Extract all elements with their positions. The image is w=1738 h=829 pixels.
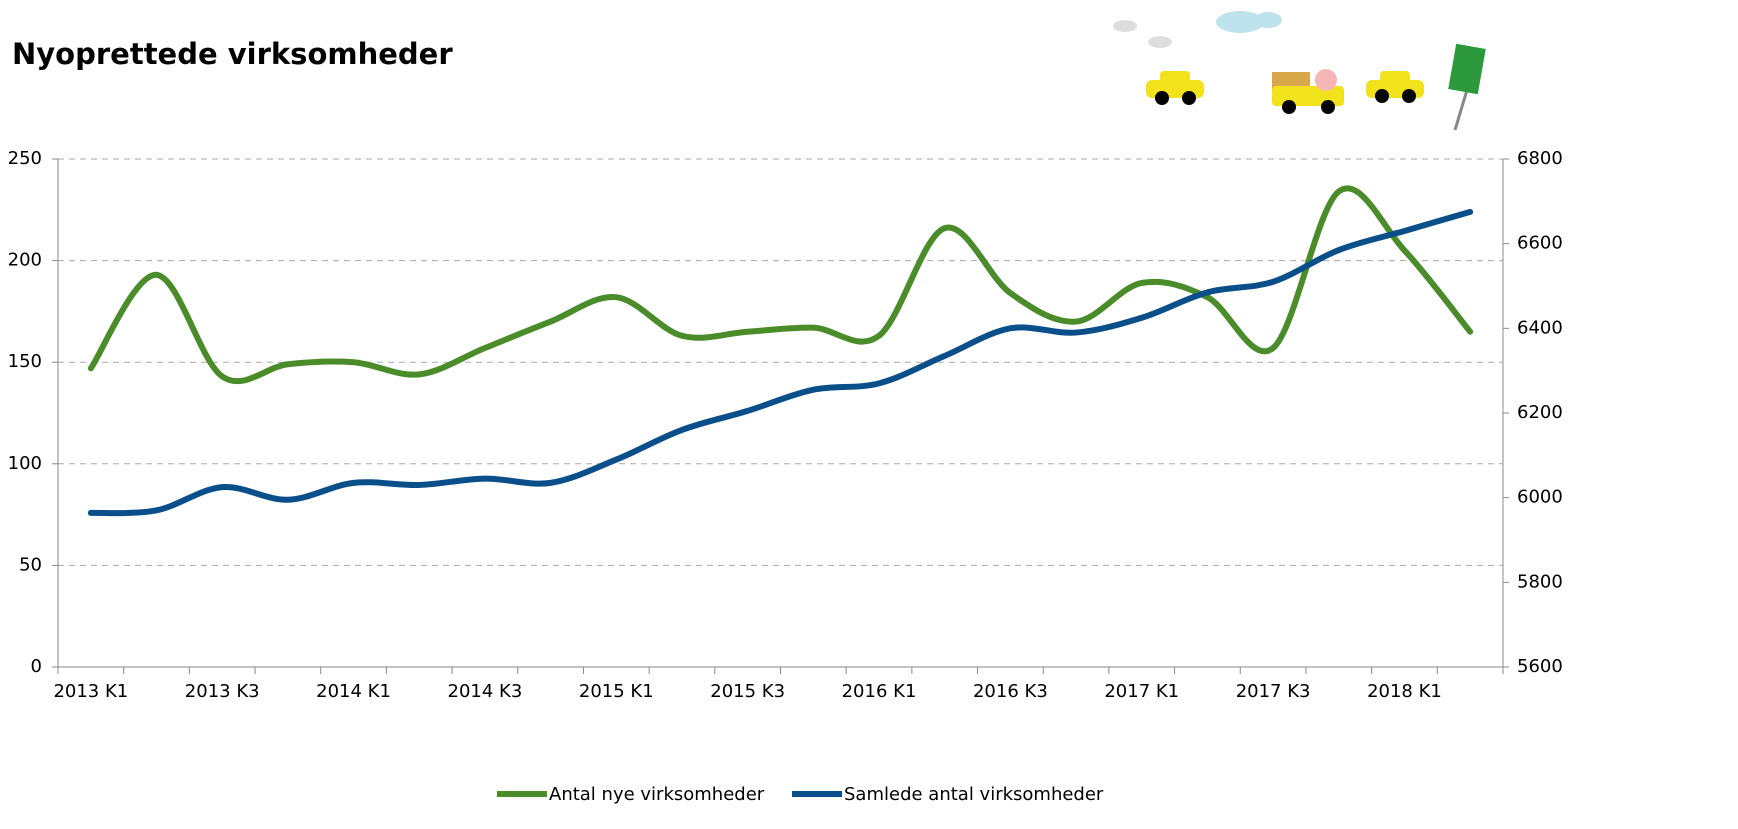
y-tick-label: 0 xyxy=(31,656,42,677)
y-tick-label: 250 xyxy=(8,148,42,169)
decoration xyxy=(1113,11,1486,131)
x-tick-label: 2015 K1 xyxy=(579,681,654,702)
series-line xyxy=(87,185,1474,385)
x-tick-label: 2016 K1 xyxy=(842,681,917,702)
x-tick-label: 2013 K3 xyxy=(185,681,260,702)
y2-tick-label: 6800 xyxy=(1517,148,1563,169)
x-tick-label: 2016 K3 xyxy=(973,681,1048,702)
y2-tick-label: 6400 xyxy=(1517,317,1563,338)
y2-tick-label: 6600 xyxy=(1517,233,1563,254)
y2-tick-label: 6200 xyxy=(1517,402,1563,423)
x-tick-label: 2014 K1 xyxy=(316,681,391,702)
y-tick-label: 200 xyxy=(8,250,42,271)
y-tick-label: 100 xyxy=(8,453,42,474)
x-tick-label: 2017 K3 xyxy=(1236,681,1311,702)
legend-label: Samlede antal virksomheder xyxy=(844,784,1104,805)
x-tick-label: 2017 K1 xyxy=(1104,681,1179,702)
x-tick-label: 2018 K1 xyxy=(1367,681,1442,702)
y-tick-label: 150 xyxy=(8,351,42,372)
chart-title: Nyoprettede virksomheder xyxy=(12,37,453,71)
y2-tick-label: 6000 xyxy=(1517,487,1563,508)
x-tick-label: 2014 K3 xyxy=(448,681,523,702)
y2-tick-label: 5800 xyxy=(1517,571,1563,592)
series-line xyxy=(87,208,1474,517)
x-tick-label: 2013 K1 xyxy=(53,681,128,702)
y2-tick-label: 5600 xyxy=(1517,656,1563,677)
legend-label: Antal nye virksomheder xyxy=(549,784,765,805)
y-tick-label: 50 xyxy=(19,554,42,575)
x-tick-label: 2015 K3 xyxy=(710,681,785,702)
